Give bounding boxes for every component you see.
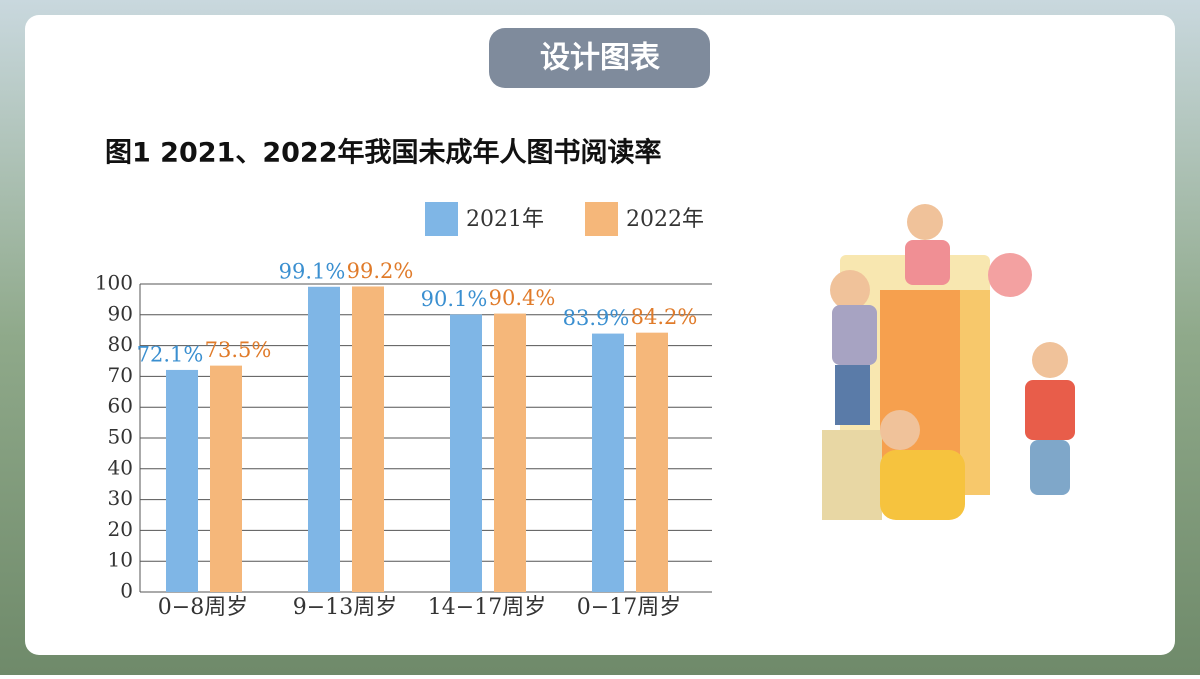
bar xyxy=(450,314,482,592)
badge xyxy=(489,28,710,88)
x-tick-label: 14−17周岁 xyxy=(428,595,546,620)
y-tick-label: 70 xyxy=(108,363,133,387)
bar xyxy=(308,286,340,592)
value-label: 99.2% xyxy=(347,259,414,283)
value-label: 90.4% xyxy=(489,286,556,310)
y-tick-label: 40 xyxy=(108,455,133,479)
y-tick-label: 20 xyxy=(108,517,133,541)
y-tick-label: 30 xyxy=(108,486,133,510)
y-tick-label: 100 xyxy=(95,271,133,295)
value-label: 73.5% xyxy=(205,338,272,362)
badge-text: 设计图表 xyxy=(540,41,660,76)
y-tick-label: 80 xyxy=(108,332,133,356)
legend-swatch xyxy=(425,202,458,236)
y-tick-label: 90 xyxy=(108,301,133,325)
legend-label: 2022年 xyxy=(626,207,704,232)
legend-label: 2021年 xyxy=(466,207,544,232)
value-label: 72.1% xyxy=(137,342,204,366)
y-tick-label: 10 xyxy=(108,548,133,572)
bar xyxy=(636,332,668,592)
bar xyxy=(494,313,526,592)
value-label: 99.1% xyxy=(279,259,346,283)
value-label: 90.1% xyxy=(421,287,488,311)
x-tick-label: 9−13周岁 xyxy=(293,595,397,620)
y-tick-label: 0 xyxy=(120,579,133,603)
y-tick-label: 50 xyxy=(108,425,133,449)
y-tick-label: 60 xyxy=(108,394,133,418)
illustration xyxy=(822,204,1075,520)
bar xyxy=(352,286,384,592)
x-tick-label: 0−17周岁 xyxy=(577,595,681,620)
x-tick-label: 0−8周岁 xyxy=(158,595,248,620)
bar xyxy=(592,333,624,592)
chart-title: 图1 2021、2022年我国未成年人图书阅读率 xyxy=(105,137,661,169)
legend-swatch xyxy=(585,202,618,236)
value-label: 83.9% xyxy=(563,306,630,330)
bar xyxy=(166,369,198,592)
bar xyxy=(210,365,242,592)
value-label: 84.2% xyxy=(631,305,698,329)
